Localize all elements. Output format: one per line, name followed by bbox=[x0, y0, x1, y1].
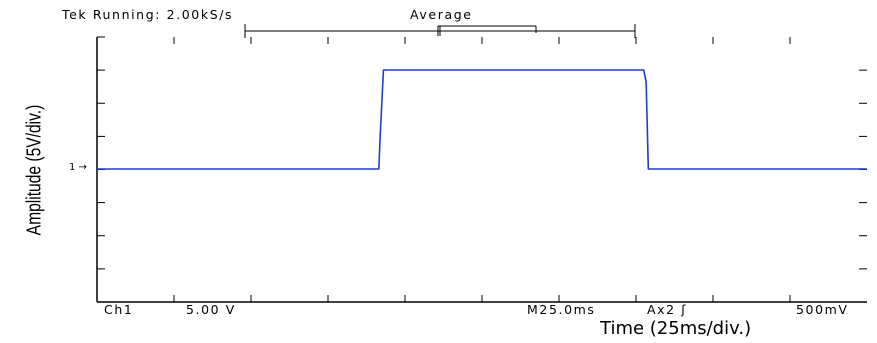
waveform-trace bbox=[97, 69, 867, 170]
graticule bbox=[97, 37, 867, 302]
readout-channel: Ch1 bbox=[104, 302, 134, 317]
x-axis-label: Time (25ms/div.) bbox=[600, 318, 752, 339]
readout-trigger: Ax2 ʃ bbox=[647, 302, 688, 317]
record-length-bar bbox=[244, 24, 636, 38]
status-sample-rate: Tek Running: 2.00kS/s bbox=[62, 7, 234, 22]
channel-1-ground-marker: 1 → bbox=[69, 162, 87, 173]
series-line bbox=[97, 69, 867, 170]
readout-timebase: M25.0ms bbox=[527, 302, 596, 317]
y-axis-label: Amplitude (5V/div.) bbox=[23, 104, 46, 236]
readout-trigger-level: 500mV bbox=[796, 302, 849, 317]
readout-volts-per-div: 5.00 V bbox=[186, 302, 236, 317]
status-acquire-mode: Average bbox=[410, 7, 473, 22]
